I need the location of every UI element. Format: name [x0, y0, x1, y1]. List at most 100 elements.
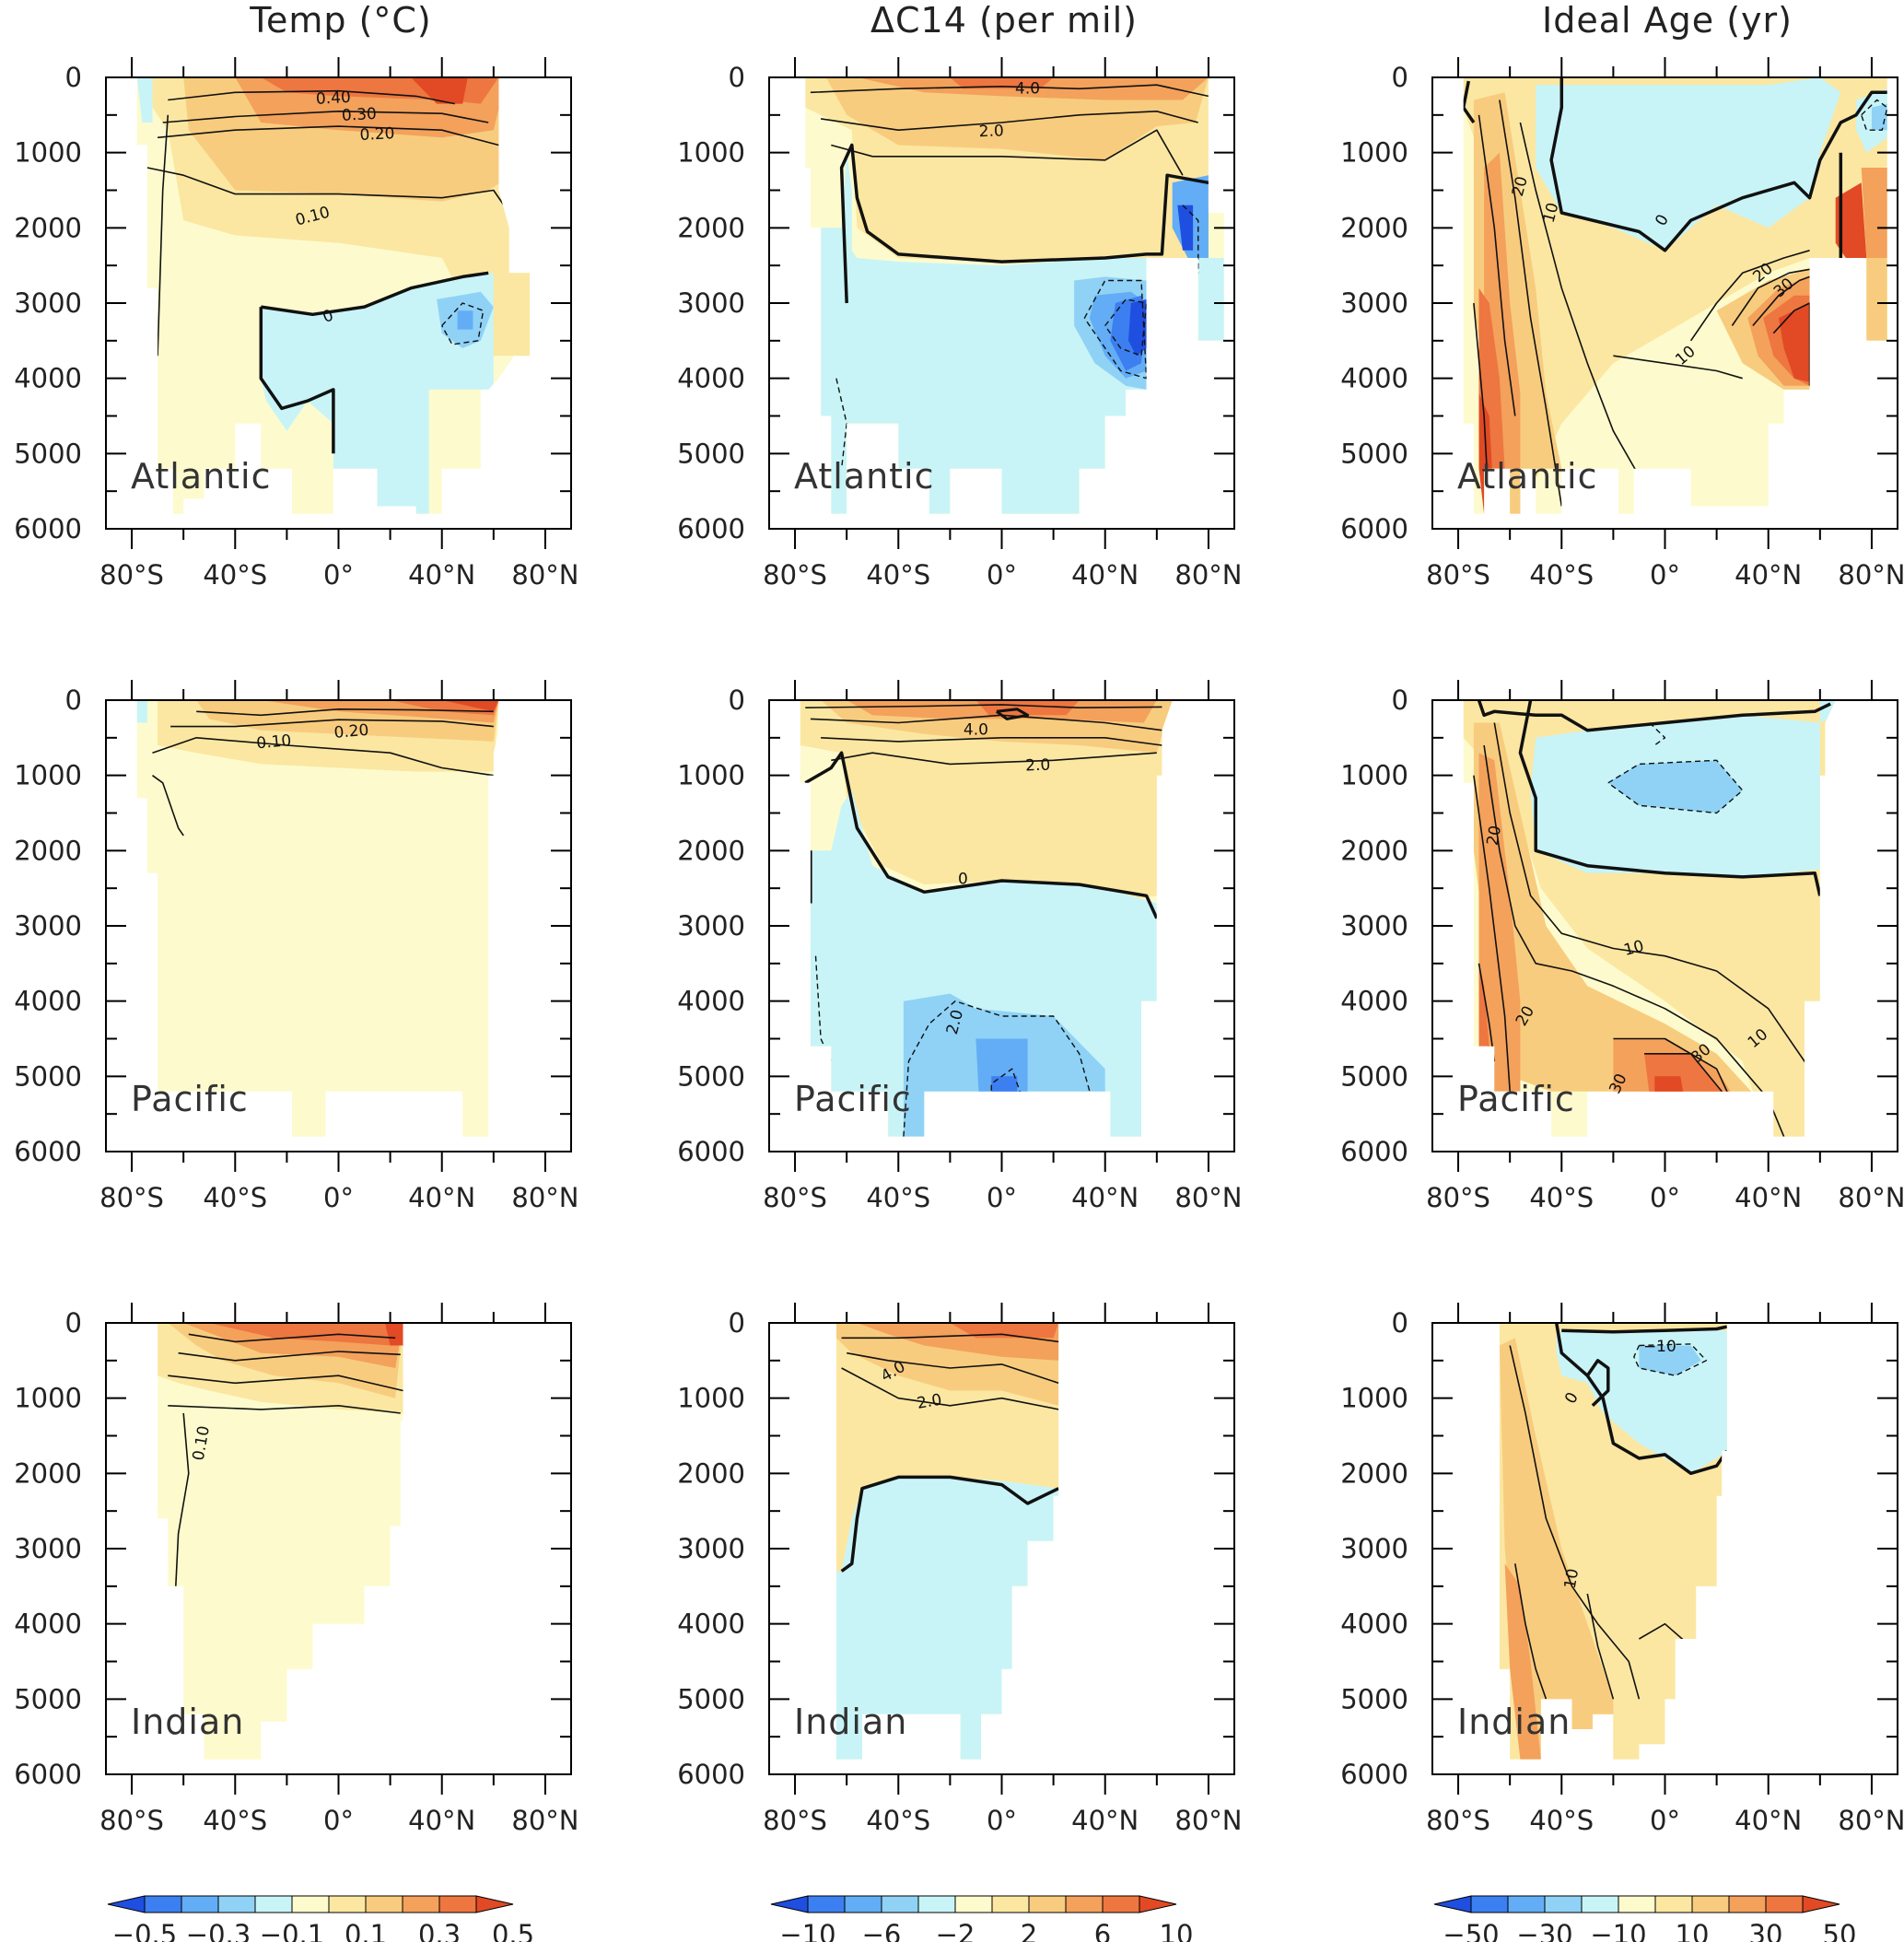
y-tick-label: 6000: [14, 1759, 82, 1790]
contour-line: [261, 271, 489, 317]
contour-label: 0.10: [256, 731, 292, 753]
colorbar-swatch: [1102, 1895, 1140, 1913]
y-tick-label: 0: [65, 62, 82, 93]
contour-line: [840, 1475, 1059, 1573]
field-region: [1478, 753, 1521, 1092]
field-region: [261, 273, 494, 514]
x-tick-label: 40°S: [866, 1182, 930, 1213]
colorbar-swatch: [291, 1895, 330, 1913]
y-tick-label: 4000: [677, 986, 745, 1017]
contour-line: [259, 307, 335, 454]
contour-line: [170, 719, 494, 728]
field-region: [950, 1323, 1059, 1339]
contour-line: [1473, 775, 1511, 1092]
y-tick-label: 0: [1392, 62, 1408, 93]
panel-temp-pacific: 0.10 0.20 0 1000 2000 3000 4000 5000 6000 80°S 40°…: [14, 680, 578, 1213]
contour-label: 0.20: [359, 124, 395, 145]
contour-label: 2.0: [978, 122, 1004, 141]
x-tick-label: 40°S: [203, 559, 267, 591]
y-tick-label: 4000: [1340, 986, 1408, 1017]
colorbar-label: −0.5: [112, 1919, 177, 1942]
colorbar-label: −30: [1516, 1919, 1572, 1942]
contour-line: [996, 708, 1030, 720]
colorbar-swatch: [1065, 1895, 1104, 1913]
basin-label: Pacific: [1457, 1079, 1575, 1119]
contour-label: 0.30: [342, 105, 378, 125]
colorbar-arrow-low: [770, 1895, 809, 1913]
contour-line: [152, 775, 184, 836]
x-tick-label: 40°N: [1735, 1182, 1802, 1213]
y-tick-label: 6000: [1340, 513, 1408, 544]
field-region: [1861, 168, 1887, 258]
x-tick-label: 40°N: [1071, 1182, 1139, 1213]
colorbar-swatch: [144, 1895, 182, 1913]
field-region: [136, 77, 153, 123]
contour-line: [1499, 99, 1563, 507]
field-region: [136, 700, 147, 723]
contour-label: 4.0: [964, 721, 988, 740]
colorbar-swatch: [1028, 1895, 1067, 1913]
colorbar-label: 6: [1094, 1919, 1111, 1942]
contour-line: [1519, 122, 1641, 477]
x-tick-label: 40°N: [1071, 1805, 1139, 1836]
x-tick-label: 40°S: [1529, 559, 1594, 591]
colorbar-swatch: [1691, 1895, 1730, 1913]
contour-line: [1613, 355, 1743, 380]
y-tick-label: 5000: [1340, 438, 1408, 469]
x-tick-label: 80°N: [1838, 559, 1904, 591]
field-region: [835, 1477, 1059, 1760]
y-tick-label: 3000: [14, 287, 82, 319]
y-tick-label: 4000: [677, 363, 745, 394]
colorbar-swatch: [1507, 1895, 1546, 1913]
colorbar-arrow-high: [1139, 1895, 1177, 1913]
contour-line: [1477, 700, 1831, 732]
field-region: [1177, 205, 1194, 251]
x-tick-label: 80°N: [1174, 1182, 1242, 1213]
field-background: [136, 700, 499, 1137]
contour-line: [1689, 250, 1810, 342]
x-tick-label: 80°N: [1838, 1182, 1904, 1213]
colorbar-swatch: [844, 1895, 882, 1913]
x-tick-label: 0°: [323, 1182, 354, 1213]
x-tick-label: 80°S: [99, 559, 164, 591]
colorbar-dc14: −10 −6 −2 2 6 10: [770, 1895, 1193, 1942]
contour-line: [841, 1333, 1059, 1343]
y-tick-label: 5000: [14, 438, 82, 469]
y-tick-label: 0: [1392, 1307, 1408, 1339]
contour-line: [821, 737, 1162, 746]
colorbar-swatch: [1544, 1895, 1583, 1913]
y-tick-label: 2000: [677, 835, 745, 866]
basin-label: Pacific: [131, 1079, 249, 1119]
field-region: [800, 700, 1173, 904]
contour-line: [157, 114, 169, 357]
contour-line: [152, 737, 494, 777]
contour-line: [1514, 1563, 1548, 1700]
field-region: [821, 152, 1147, 514]
field-region: [1128, 298, 1147, 357]
colorbar-swatch: [438, 1895, 477, 1913]
contour-label: 4.0: [1015, 79, 1040, 98]
basin-label: Atlantic: [131, 456, 272, 497]
colorbar-swatch: [881, 1895, 919, 1913]
field-region: [1187, 258, 1224, 341]
y-tick-label: 1000: [677, 760, 745, 791]
contour-line: [831, 129, 1184, 176]
y-tick-label: 4000: [14, 986, 82, 1017]
colorbar-temp: −0.5 −0.3 −0.1 0.1 0.3 0.5: [107, 1895, 534, 1942]
colorbar-swatch: [991, 1895, 1030, 1913]
x-tick-label: 0°: [987, 1805, 1017, 1836]
field-region: [1536, 77, 1841, 251]
y-tick-label: 6000: [14, 1136, 82, 1167]
colorbar-label: −6: [862, 1919, 902, 1942]
y-tick-label: 3000: [14, 1533, 82, 1564]
basin-label: Indian: [1457, 1702, 1571, 1742]
y-tick-label: 0: [65, 684, 82, 716]
y-tick-label: 4000: [1340, 1609, 1408, 1640]
y-tick-label: 5000: [1340, 1683, 1408, 1714]
field-region: [1504, 1563, 1541, 1760]
y-tick-label: 6000: [677, 1759, 745, 1790]
